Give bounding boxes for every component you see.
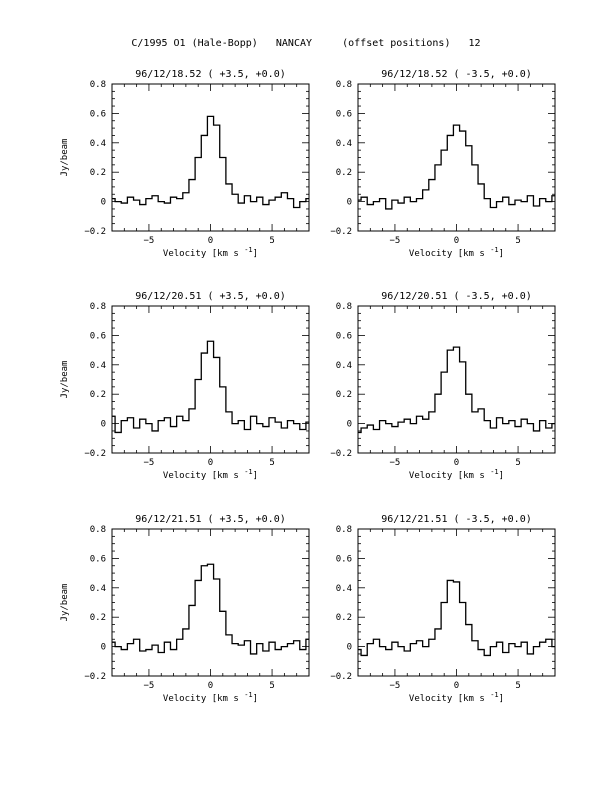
panel-title: 96/12/20.51 ( -3.5, +0.0) [381, 291, 532, 302]
y-tick-label: 0.6 [336, 109, 352, 119]
x-tick-label: −5 [144, 458, 155, 468]
spectrum-line [358, 579, 555, 657]
x-tick-label: 0 [454, 458, 459, 468]
y-tick-label: −0.2 [330, 672, 352, 682]
spectrum-panel-3: 96/12/20.51 ( +3.5, +0.0) −5 0 5 −0.2 0 0.2 0.4… [60, 291, 310, 481]
panel-title: 96/12/21.51 ( +3.5, +0.0) [135, 514, 286, 525]
x-tick-label: −5 [144, 681, 155, 691]
y-tick-label: 0 [101, 420, 106, 430]
x-tick-label: 5 [515, 236, 520, 246]
plot-frame [357, 305, 556, 454]
spectrum-line [358, 346, 555, 434]
y-tick-label: 0 [101, 643, 106, 653]
y-tick-label: −0.2 [84, 227, 106, 237]
y-tick-label: −0.2 [84, 449, 106, 459]
x-tick-label: 0 [208, 681, 213, 691]
spectrum-panel-4: 96/12/20.51 ( -3.5, +0.0) −5 0 5 −0.2 0 0.2 0.4… [330, 291, 556, 481]
y-tick-label: 0 [101, 198, 106, 208]
y-tick-label: −0.2 [330, 449, 352, 459]
y-tick-label: 0.8 [90, 80, 106, 90]
y-tick-label: 0 [347, 643, 352, 653]
y-tick-label: 0.8 [336, 302, 352, 312]
spectrum-line [112, 340, 309, 434]
panel-title: 96/12/21.51 ( -3.5, +0.0) [381, 514, 532, 525]
x-tick-label: 0 [454, 236, 459, 246]
spectrum-line [112, 115, 309, 209]
y-tick-label: 0.2 [90, 168, 106, 178]
spectrum-panel-2: 96/12/18.52 ( -3.5, +0.0) −5 0 5 −0.2 0 0.2 0.4… [330, 69, 556, 259]
y-tick-label: 0.8 [90, 525, 106, 535]
spectrum-panel-6: 96/12/21.51 ( -3.5, +0.0) −5 0 5 −0.2 0 0.2 0.4… [330, 514, 556, 704]
x-tick-label: 5 [269, 236, 274, 246]
y-tick-label: 0.6 [90, 109, 106, 119]
spectrum-line [112, 563, 309, 655]
y-axis-label: Jy/beam [60, 584, 70, 622]
plot-frame [111, 83, 310, 232]
x-tick-label: 5 [269, 681, 274, 691]
x-tick-label: 5 [515, 681, 520, 691]
y-tick-label: 0.4 [336, 139, 352, 149]
plot-frame [111, 305, 310, 454]
y-tick-label: 0 [347, 198, 352, 208]
y-tick-label: 0.4 [336, 584, 352, 594]
y-tick-label: 0.2 [90, 390, 106, 400]
x-tick-label: 0 [454, 681, 459, 691]
x-axis-label: Velocity [km s -1] [163, 691, 258, 704]
spectrum-panel-5: 96/12/21.51 ( +3.5, +0.0) −5 0 5 −0.2 0 0.2 0.4… [60, 514, 310, 704]
x-axis-label: Velocity [km s -1] [409, 691, 504, 704]
x-tick-label: −5 [390, 681, 401, 691]
y-tick-label: −0.2 [84, 672, 106, 682]
panel-title: 96/12/18.52 ( -3.5, +0.0) [381, 69, 532, 80]
y-tick-label: 0.2 [336, 390, 352, 400]
y-tick-label: 0.4 [90, 584, 106, 594]
x-tick-label: −5 [390, 458, 401, 468]
y-tick-label: 0.2 [336, 168, 352, 178]
x-axis-label: Velocity [km s -1] [409, 468, 504, 481]
y-tick-label: 0.4 [336, 361, 352, 371]
y-tick-label: 0.8 [90, 302, 106, 312]
x-axis-label: Velocity [km s -1] [409, 246, 504, 259]
y-axis-label: Jy/beam [60, 139, 70, 177]
x-tick-label: −5 [390, 236, 401, 246]
panel-title: 96/12/20.51 ( +3.5, +0.0) [135, 291, 286, 302]
x-axis-label: Velocity [km s -1] [163, 468, 258, 481]
x-tick-label: 0 [208, 236, 213, 246]
x-tick-label: 0 [208, 458, 213, 468]
panel-title: 96/12/18.52 ( +3.5, +0.0) [135, 69, 286, 80]
x-tick-label: −5 [144, 236, 155, 246]
y-tick-label: 0.8 [336, 525, 352, 535]
figure-title: C/1995 O1 (Hale-Bopp) NANCAY (offset pos… [131, 38, 481, 49]
spectrum-panel-1: 96/12/18.52 ( +3.5, +0.0) −5 0 5 −0.2 0 0.2 0.4… [60, 69, 310, 259]
y-tick-label: −0.2 [330, 227, 352, 237]
y-tick-label: 0.2 [336, 613, 352, 623]
y-tick-label: 0.8 [336, 80, 352, 90]
y-tick-label: 0.4 [90, 139, 106, 149]
y-tick-label: 0.6 [336, 554, 352, 564]
plot-frame [111, 528, 310, 677]
y-tick-label: 0.6 [90, 331, 106, 341]
x-tick-label: 5 [269, 458, 274, 468]
y-tick-label: 0.2 [90, 613, 106, 623]
spectrum-line [358, 124, 555, 210]
y-tick-label: 0.6 [336, 331, 352, 341]
x-axis-label: Velocity [km s -1] [163, 246, 258, 259]
x-tick-label: 5 [515, 458, 520, 468]
y-axis-label: Jy/beam [60, 361, 70, 399]
y-tick-label: 0.6 [90, 554, 106, 564]
y-tick-label: 0.4 [90, 361, 106, 371]
y-tick-label: 0 [347, 420, 352, 430]
plot-frame [357, 528, 556, 677]
